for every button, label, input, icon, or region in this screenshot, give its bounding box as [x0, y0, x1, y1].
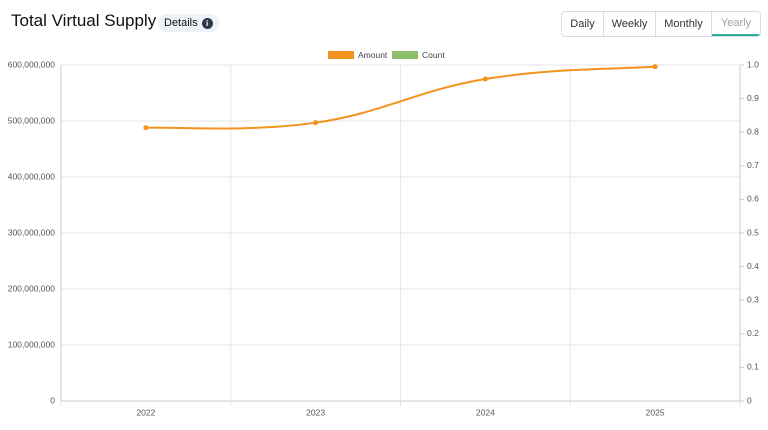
- legend-swatch: [328, 51, 354, 59]
- y-tick-label: 200,000,000: [8, 283, 56, 293]
- legend-swatch: [392, 51, 418, 59]
- data-point: [143, 125, 149, 131]
- y2-tick-label: 0.1: [747, 362, 759, 372]
- x-tick-label: 2025: [646, 407, 665, 417]
- data-point: [652, 64, 658, 70]
- y-tick-label: 100,000,000: [8, 339, 56, 349]
- tab[interactable]: Daily: [562, 12, 604, 36]
- data-point: [482, 76, 488, 82]
- tab[interactable]: Monthly: [656, 12, 712, 36]
- x-tick-label: 2022: [136, 407, 155, 417]
- y2-tick-label: 0.4: [747, 261, 759, 271]
- details-label: Details: [164, 17, 198, 29]
- tab[interactable]: Weekly: [604, 12, 656, 36]
- y-tick-label: 300,000,000: [8, 227, 56, 237]
- details-badge[interactable]: Details i: [158, 14, 219, 32]
- y2-tick-label: 0.2: [747, 328, 759, 338]
- y-tick-label: 600,000,000: [8, 59, 56, 69]
- y-tick-label: 500,000,000: [8, 115, 56, 125]
- x-tick-label: 2024: [476, 407, 495, 417]
- y2-tick-label: 0.7: [747, 160, 759, 170]
- y2-tick-label: 0: [747, 395, 752, 405]
- y2-tick-label: 0.3: [747, 294, 759, 304]
- y2-tick-label: 0.8: [747, 126, 759, 136]
- series-line: [145, 65, 656, 130]
- tab[interactable]: Yearly: [712, 12, 760, 36]
- legend-label: Count: [422, 50, 445, 60]
- info-icon: i: [201, 17, 213, 29]
- y2-tick-label: 0.9: [747, 93, 759, 103]
- y2-tick-label: 0.6: [747, 194, 759, 204]
- y-tick-label: 400,000,000: [8, 171, 56, 181]
- tab-group: Daily Weekly Monthly Yearly: [561, 11, 761, 37]
- y2-tick-label: 1.0: [747, 59, 759, 69]
- x-tick-label: 2023: [306, 407, 325, 417]
- y-tick-label: 0: [50, 395, 55, 405]
- title: Total Virtual Supply: [11, 11, 157, 30]
- legend-label: Amount: [358, 50, 388, 60]
- y2-tick-label: 0.5: [747, 227, 759, 237]
- data-point: [313, 120, 319, 126]
